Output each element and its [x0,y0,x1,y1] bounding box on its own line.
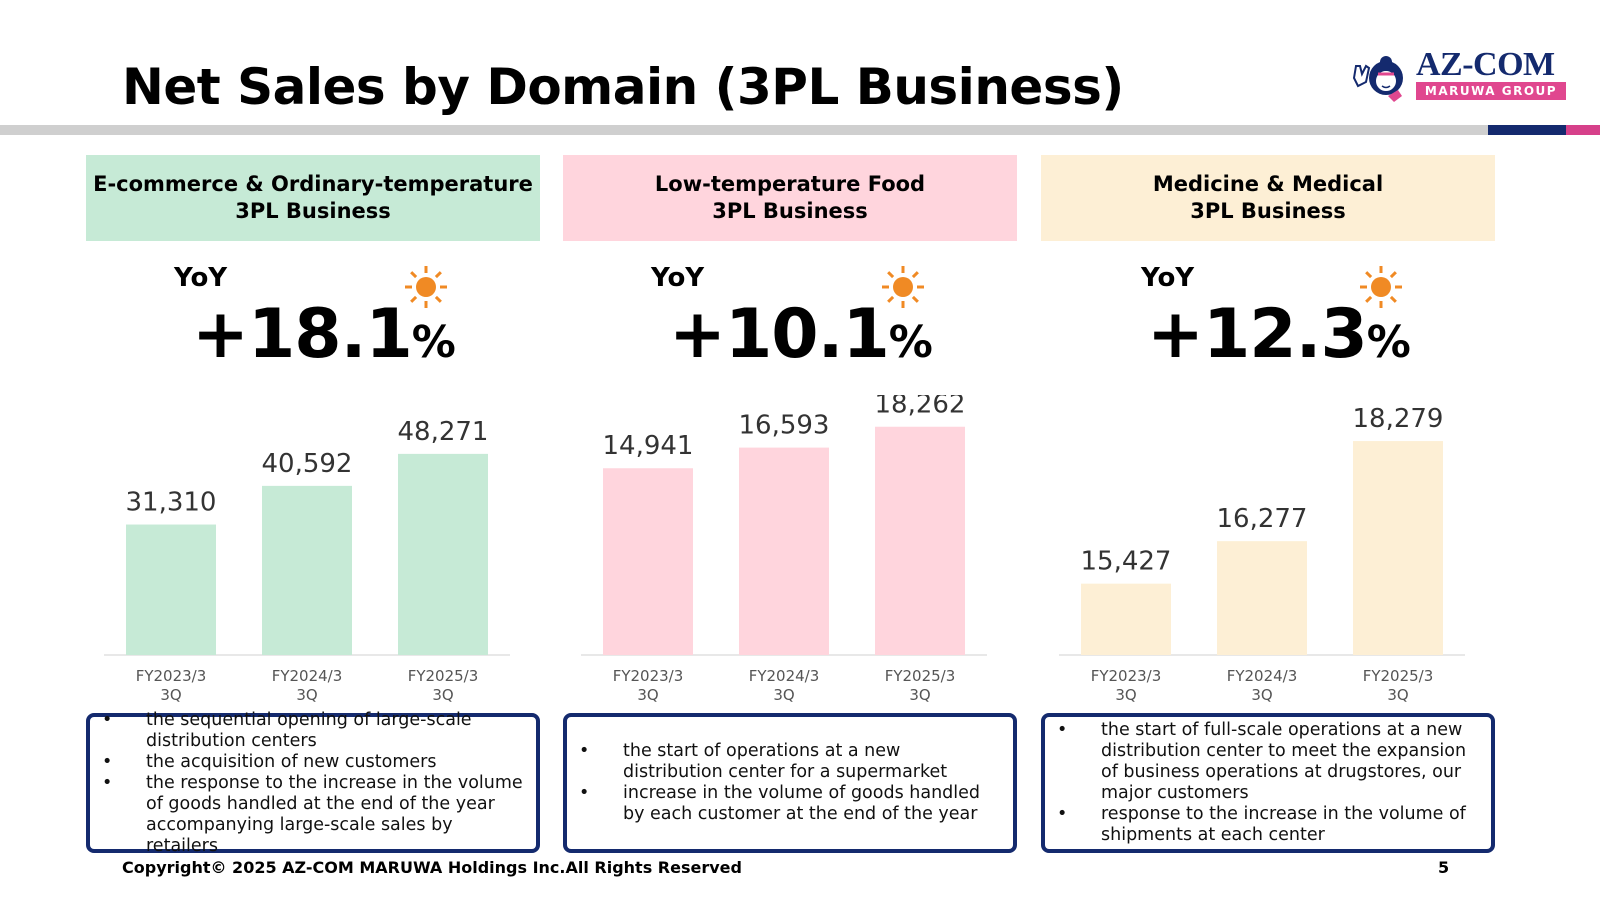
data-label: 18,279 [1353,404,1444,434]
yoy-unit: % [888,317,933,368]
domain-header: E-commerce & Ordinary-temperature 3PL Bu… [86,155,540,241]
page-number: 5 [1438,858,1450,877]
data-label: 15,427 [1081,547,1172,577]
domain-header-text: Low-temperature Food 3PL Business [654,172,926,223]
category-label: FY2024/3 [749,667,820,685]
category-label: 3Q [432,686,453,704]
category-label: FY2025/3 [1363,667,1434,685]
bar [262,485,352,655]
domain-header-text: E-commerce & Ordinary-temperature 3PL Bu… [93,172,533,223]
header-rule-navy [1488,125,1566,135]
yoy-number: +18.1 [192,295,413,374]
domain-panel: Medicine & Medical 3PL Business YoY +12.… [1041,155,1495,853]
yoy-number: +10.1 [669,295,890,374]
bar [398,453,488,655]
category-label: 3Q [1251,686,1272,704]
category-label: FY2023/3 [136,667,207,685]
bar [1353,441,1443,655]
category-label: 3Q [637,686,658,704]
domain-panel: Low-temperature Food 3PL Business YoY +1… [563,155,1017,853]
category-label: FY2023/3 [1091,667,1162,685]
domain-header-text: Medicine & Medical 3PL Business [1152,172,1384,223]
header-rule-pink [1566,125,1600,135]
reasons-box: the start of operations at a new distrib… [563,713,1017,853]
bar [603,468,693,655]
domain-header: Medicine & Medical 3PL Business [1041,155,1495,241]
bar [739,447,829,655]
yoy-value: +10.1% [669,295,933,374]
data-label: 16,593 [739,411,830,441]
bar-chart: 31,310FY2023/33Q40,592FY2024/33Q48,271FY… [104,417,510,704]
yoy-value: +12.3% [1147,295,1411,374]
yoy-unit: % [411,317,456,368]
category-label: 3Q [773,686,794,704]
reason-item: the start of operations at a new distrib… [577,741,1003,783]
category-label: FY2025/3 [885,667,956,685]
category-label: 3Q [1387,686,1408,704]
logo-text: AZ-COM [1416,46,1555,83]
reason-item: increase in the volume of goods handled … [577,783,1003,825]
category-label: 3Q [160,686,181,704]
category-label: FY2024/3 [1227,667,1298,685]
sun-icon [405,266,447,308]
header-rule [0,125,1488,135]
yoy-label: YoY [1141,263,1195,293]
mascot-icon [1352,56,1403,102]
category-label: FY2025/3 [408,667,479,685]
domain-panel: E-commerce & Ordinary-temperature 3PL Bu… [86,155,540,856]
reason-item: the response to the increase in the volu… [100,773,526,857]
bar [875,426,965,655]
data-label: 40,592 [262,449,353,479]
company-logo: AZ-COM MARUWA GROUP [1350,48,1570,104]
reason-item: the acquisition of new customers [100,752,526,773]
data-label: 14,941 [603,431,694,461]
bar-chart: 15,427FY2023/33Q16,277FY2024/33Q18,279FY… [1059,404,1465,704]
category-label: FY2024/3 [272,667,343,685]
sun-icon [1360,266,1402,308]
category-label: 3Q [909,686,930,704]
category-label: FY2023/3 [613,667,684,685]
reason-item: response to the increase in the volume o… [1055,804,1481,846]
data-label: 16,277 [1217,504,1308,534]
yoy-unit: % [1366,317,1411,368]
reasons-box: the start of full-scale operations at a … [1041,713,1495,853]
copyright: Copyright© 2025 AZ-COM MARUWA Holdings I… [122,858,742,877]
bar-chart: 14,941FY2023/33Q16,593FY2024/33Q18,262FY… [581,395,987,704]
category-label: 3Q [1115,686,1136,704]
reason-item: the sequential opening of large-scale di… [100,710,526,752]
yoy-value: +18.1% [192,295,456,374]
yoy-number: +12.3 [1147,295,1368,374]
reasons-box: the sequential opening of large-scale di… [86,710,540,856]
data-label: 48,271 [398,417,489,447]
bar [126,524,216,655]
logo-subtext: MARUWA GROUP [1416,82,1566,100]
category-label: 3Q [296,686,317,704]
bar [1217,541,1307,655]
yoy-label: YoY [174,263,228,293]
sun-icon [882,266,924,308]
data-label: 31,310 [126,488,217,518]
page-title: Net Sales by Domain (3PL Business) [122,58,1124,116]
domain-header: Low-temperature Food 3PL Business [563,155,1017,241]
yoy-label: YoY [651,263,705,293]
bar [1081,583,1171,655]
reason-item: the start of full-scale operations at a … [1055,720,1481,804]
data-label: 18,262 [875,395,966,420]
